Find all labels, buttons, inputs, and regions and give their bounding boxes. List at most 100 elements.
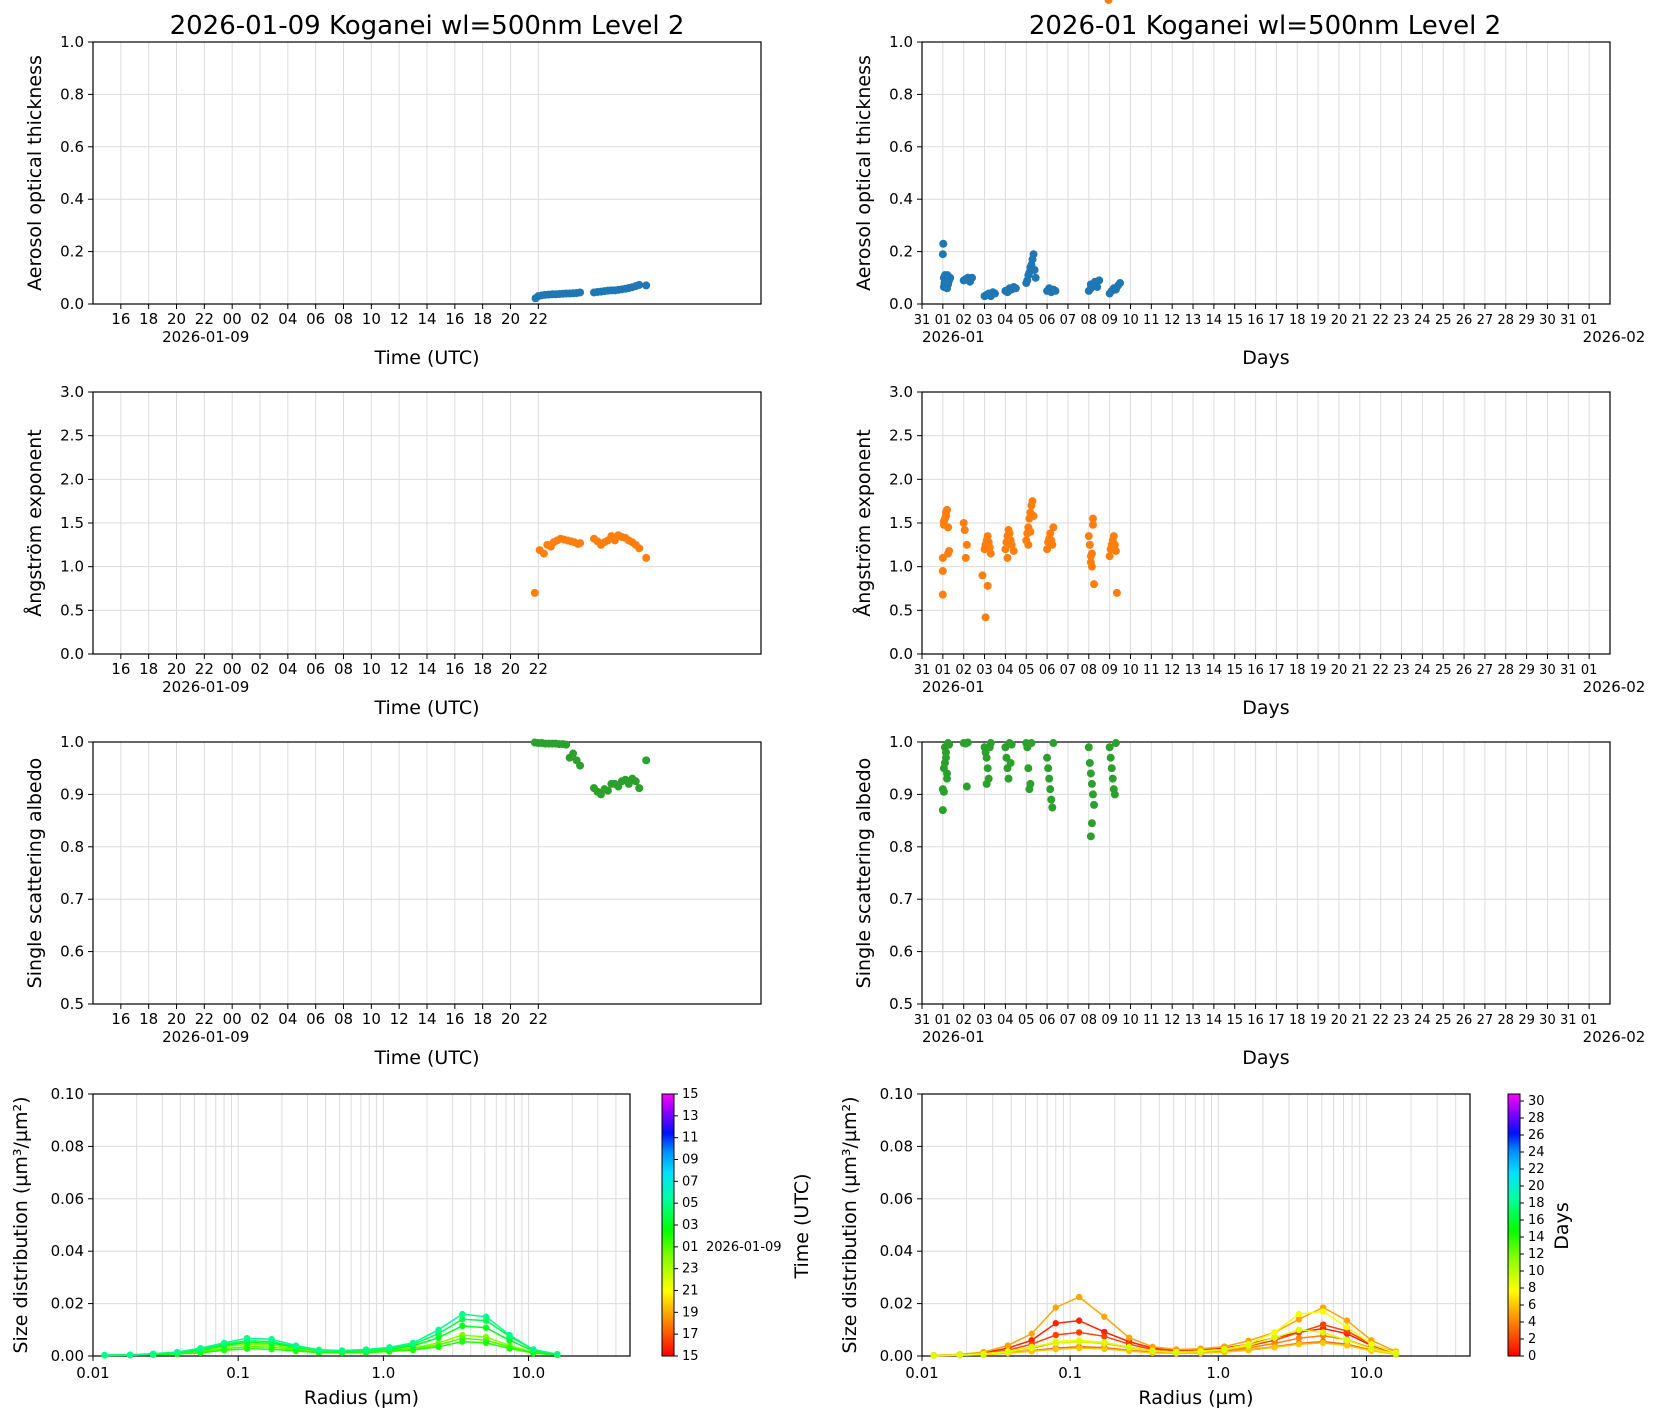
x-tick-label: 12 [390, 1010, 409, 1028]
data-point [1086, 769, 1095, 778]
x-tick-label: 26 [1456, 1013, 1473, 1028]
y-axis-label: Ångström exponent [23, 429, 46, 617]
series-line-5 [933, 1296, 1397, 1356]
data-point [338, 1347, 346, 1354]
y-axis-label: Size distribution (µm³/µm²) [839, 1096, 861, 1353]
y-tick-label: 0.06 [880, 1190, 913, 1208]
data-point [943, 769, 952, 778]
data-point [944, 523, 953, 532]
chart-ssa-day: 16 18 20 22 00 02 04 06 08 10 12 14 16 18 20 22 0.5 0.6 0.… [24, 733, 762, 1069]
x-tick-label: 18 [139, 1010, 158, 1028]
data-point [576, 288, 585, 297]
x-axis-label: Time (UTC) [373, 1047, 479, 1069]
x-tick-label: 29 [1518, 663, 1535, 678]
data-point [1075, 1329, 1083, 1336]
x-tick-label: 16 [445, 660, 464, 678]
x-tick-label: 01 [935, 663, 952, 678]
y-tick-label: 0.00 [51, 1347, 84, 1365]
x-tick-label: 06 [1039, 1013, 1056, 1028]
y-tick-label: 3.0 [60, 383, 84, 401]
data-point [1088, 514, 1097, 523]
colorbar-tick-label: 15 [682, 1349, 699, 1364]
colorbar-tick-label: 26 [1528, 1128, 1545, 1143]
x-tick-label: 13 [1185, 1013, 1202, 1028]
y-tick-label: 0.04 [880, 1242, 913, 1260]
x-tick-label: 24 [1414, 1013, 1431, 1028]
x-tick-label: 05 [1018, 313, 1035, 328]
x-tick-label: 10.0 [512, 1364, 545, 1382]
data-point [1044, 764, 1053, 773]
x-tick-label: 07 [1060, 1013, 1077, 1028]
data-point [1085, 758, 1094, 767]
data-point [1088, 520, 1097, 529]
x-tick-label: 14 [1206, 663, 1223, 678]
data-point [1075, 1317, 1083, 1324]
x-tick-label: 18 [473, 310, 492, 328]
x-tick-label: 23 [1393, 313, 1410, 328]
x-tick-label: 14 [1206, 1013, 1223, 1028]
data-point [1245, 1347, 1252, 1354]
data-point [1052, 1345, 1059, 1353]
data-point [1029, 512, 1038, 521]
x-tick-label: 30 [1539, 1013, 1556, 1028]
data-point [941, 748, 950, 757]
x-tick-label: 22 [195, 660, 214, 678]
y-tick-label: 1.5 [889, 514, 913, 532]
x-tick-label: 06 [1039, 663, 1056, 678]
x-tick-label: 27 [1477, 313, 1494, 328]
chart-ang-month: 31 01 02 03 04 05 06 07 08 09 10 11 12 13 14 15 16 17 18 19… [852, 0, 1645, 719]
x-date-label-right: 2026-02 [1583, 328, 1646, 346]
x-tick-label: 03 [976, 313, 993, 328]
colorbar-day-ticks: 15 13 11 09 07 05 03 01 23 21 19 17 15 [674, 1087, 699, 1364]
x-tick-label: 24 [1414, 313, 1431, 328]
data-point [635, 544, 644, 553]
data-point [435, 1326, 442, 1334]
plot-frame [921, 1093, 1471, 1357]
x-tick-label: 0.1 [1058, 1364, 1082, 1382]
data-point [1046, 785, 1055, 794]
data-point [1125, 1343, 1133, 1351]
x-tick-label: 26 [1456, 313, 1473, 328]
y-tick-label: 0.5 [60, 995, 84, 1013]
y-tick-label: 0.8 [889, 838, 913, 856]
data-point [576, 539, 585, 548]
x-tick-label: 14 [1206, 313, 1223, 328]
x-tick-label: 16 [111, 660, 130, 678]
y-tick-label: 1.0 [60, 33, 84, 51]
plot-frame [921, 741, 1611, 1005]
chart-ssa-month: 31 01 02 03 04 05 06 07 08 09 10 11 12 13 14 15 16 17 18 19… [853, 733, 1645, 1069]
x-tick-label: 12 [390, 660, 409, 678]
x-tick-label: 27 [1477, 1013, 1494, 1028]
data-point [1084, 743, 1093, 752]
colorbar-tick-label: 07 [682, 1174, 699, 1189]
y-tick-label: 0.6 [889, 138, 913, 156]
data-point [1029, 250, 1038, 259]
x-tick-label: 02 [955, 1013, 972, 1028]
x-tick-label: 20 [501, 1010, 520, 1028]
data-point [1052, 1339, 1059, 1347]
x-tick-label: 14 [417, 310, 436, 328]
x-tick-label: 11 [1143, 1013, 1160, 1028]
data-point [944, 549, 953, 558]
y-tick-label: 0.0 [60, 295, 84, 313]
data-point [1086, 832, 1095, 841]
data-point [956, 1351, 964, 1359]
data-point [1295, 1310, 1303, 1318]
data-point [1075, 1293, 1083, 1301]
data-point [1271, 1344, 1278, 1351]
x-tick-label: 15 [1226, 313, 1243, 328]
series-line-02 [104, 1340, 558, 1357]
data-point [1024, 540, 1033, 549]
y-tick-label: 2.5 [60, 427, 84, 445]
y-tick-label: 1.0 [889, 558, 913, 576]
data-point [409, 1339, 417, 1347]
colorbar-tick-label: 15 [682, 1087, 699, 1102]
colorbar-month-gradient [1507, 1093, 1521, 1357]
data-point [1005, 529, 1014, 538]
x-date-label: 2026-01-09 [162, 678, 249, 696]
x-tick-label: 21 [1352, 313, 1369, 328]
x-tick-label: 02 [955, 313, 972, 328]
data-point [939, 239, 948, 248]
